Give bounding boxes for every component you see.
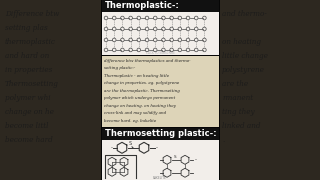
Bar [102, 128, 219, 140]
Text: -: - [195, 157, 197, 162]
Text: change on he: change on he [5, 108, 54, 116]
Text: polystyrene: polystyrene [222, 66, 265, 74]
Text: Thermoplastic-:: Thermoplastic-: [105, 1, 180, 10]
Text: cross-link and may solidify and: cross-link and may solidify and [104, 111, 166, 115]
Text: are the thermoplastic. Thermosetting: are the thermoplastic. Thermosetting [104, 89, 180, 93]
Bar [0, 0, 102, 180]
Text: become hard. eg. bakelite: become hard. eg. bakelite [104, 119, 156, 123]
Text: CLICK TO SUBSCRIBE: CLICK TO SUBSCRIBE [146, 51, 174, 55]
Bar [102, 56, 219, 127]
Text: Difference btw: Difference btw [5, 10, 60, 18]
Text: polymer whi: polymer whi [5, 94, 51, 102]
Text: setting plas: setting plas [5, 24, 48, 32]
Text: change in properties. eg. polystyrene: change in properties. eg. polystyrene [104, 81, 179, 85]
Text: Thermosetting: Thermosetting [5, 80, 59, 88]
Text: setting plastic:-: setting plastic:- [104, 66, 135, 70]
Text: and thermo-: and thermo- [222, 10, 267, 18]
Text: rmanent: rmanent [222, 94, 253, 102]
Text: polymer which undergo permanent: polymer which undergo permanent [104, 96, 175, 100]
Text: thermoplastic: thermoplastic [5, 38, 56, 46]
Text: BAKELITE: BAKELITE [153, 176, 167, 180]
Text: Thermoplastic - on heating little: Thermoplastic - on heating little [104, 74, 169, 78]
Text: ting they: ting they [222, 108, 255, 116]
Text: -: - [156, 145, 158, 150]
Bar [102, 128, 219, 180]
Bar [220, 0, 320, 180]
Text: little change: little change [222, 52, 268, 60]
Text: on heating: on heating [222, 38, 261, 46]
Text: become littl: become littl [5, 122, 49, 130]
Text: S: S [128, 141, 132, 146]
Text: and hard on: and hard on [5, 52, 49, 60]
Text: difference btw thermoplastics and thermo-: difference btw thermoplastics and thermo… [104, 59, 190, 63]
Text: S: S [174, 155, 176, 159]
Text: -: - [111, 145, 113, 150]
Text: Thermosetting plastic-:: Thermosetting plastic-: [105, 129, 217, 138]
Bar [102, 0, 219, 55]
Text: change on heating. on heating they: change on heating. on heating they [104, 104, 176, 108]
Text: in properties: in properties [5, 66, 52, 74]
Text: become hard: become hard [5, 136, 53, 144]
Bar [101, 0, 220, 180]
Text: .: . [222, 136, 224, 144]
Bar [102, 0, 219, 12]
Text: are the: are the [222, 80, 248, 88]
Text: linked and: linked and [222, 122, 260, 130]
